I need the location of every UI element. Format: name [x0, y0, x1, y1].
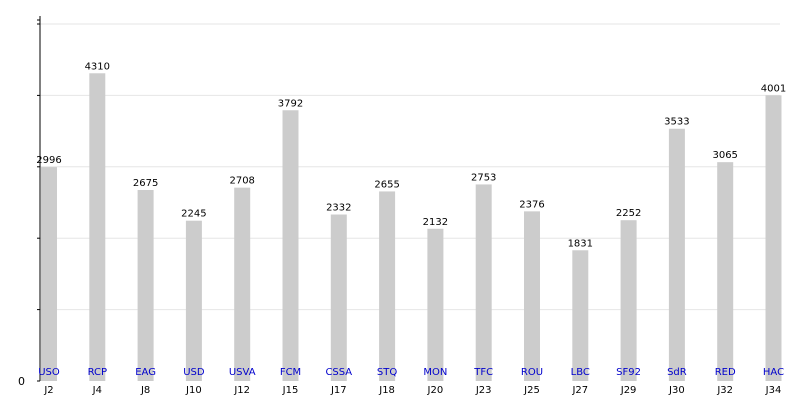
bar	[379, 191, 396, 381]
x-tick-label: J25	[523, 385, 540, 396]
bars	[41, 73, 782, 382]
data-label: 2245	[181, 209, 206, 220]
bar	[234, 187, 251, 381]
opponent-label: RCP	[88, 367, 107, 378]
opponent-label: SdR	[667, 367, 687, 378]
opponent-label: USO	[38, 367, 60, 378]
data-label: 2252	[616, 208, 641, 219]
bar	[330, 214, 347, 381]
x-tick-label: J18	[378, 385, 395, 396]
data-label: 2655	[374, 179, 399, 190]
bar	[41, 167, 57, 381]
bar	[620, 220, 637, 381]
opponent-label: RED	[715, 367, 736, 378]
data-label: 4310	[85, 61, 110, 72]
x-tick-label: J23	[475, 385, 492, 396]
data-label: 2132	[423, 217, 448, 228]
x-tick-label: J12	[233, 385, 250, 396]
opponent-label: USD	[183, 367, 205, 378]
bar	[282, 110, 299, 382]
data-label: 2753	[471, 172, 496, 183]
data-label: 2996	[36, 155, 61, 166]
opponent-label: EAG	[135, 367, 156, 378]
x-tick-label: J30	[668, 385, 685, 396]
x-tick-label: J27	[571, 385, 588, 396]
bar	[137, 190, 154, 381]
x-tick-labels: J2 J4 J8 J10 J12 J15 J17 J18 J20 J23 J25 J27 J29 J30 J…	[43, 385, 781, 396]
x-tick-label: J32	[716, 385, 733, 396]
bar	[765, 95, 782, 381]
opponent-label: ROU	[521, 367, 543, 378]
bar	[89, 73, 106, 382]
opponent-label: CSSA	[325, 367, 352, 378]
x-tick-label: J34	[765, 385, 782, 396]
opponent-label: USVA	[229, 367, 256, 378]
x-tick-label: J17	[330, 385, 347, 396]
data-labels: 2996 4310 2675 2245 2708 3792 2332 2655 2132 2753…	[36, 61, 786, 249]
data-label: 2675	[133, 178, 158, 189]
data-label: 3065	[712, 150, 737, 161]
x-tick-label: J4	[92, 385, 102, 396]
data-label: 4001	[761, 83, 786, 94]
data-label: 3533	[664, 117, 689, 128]
data-label: 1831	[568, 238, 593, 249]
bar	[717, 162, 734, 381]
x-tick-label: J15	[282, 385, 299, 396]
x-tick-label: J10	[185, 385, 202, 396]
bar	[185, 220, 202, 381]
data-label: 2376	[519, 199, 544, 210]
opponent-label: LBC	[571, 367, 590, 378]
bar	[475, 184, 492, 381]
opponent-label: STQ	[377, 367, 397, 378]
opponent-label: MON	[423, 367, 447, 378]
opponent-label: HAC	[763, 367, 784, 378]
bar	[427, 228, 444, 381]
data-label: 2332	[326, 202, 351, 213]
data-label: 3792	[278, 98, 303, 109]
gridlines	[40, 23, 780, 311]
x-tick-label: J29	[620, 385, 637, 396]
bar	[572, 250, 589, 381]
x-tick-label: J8	[140, 385, 150, 396]
y-tick-label: 0	[18, 375, 25, 388]
x-tick-label: J2	[43, 385, 53, 396]
bar	[668, 128, 685, 381]
opponent-labels: USO RCP EAG USD USVA FCM CSSA STQ MON TFC ROU LBC SF…	[38, 367, 784, 378]
data-label: 2708	[229, 176, 254, 187]
x-tick-label: J20	[427, 385, 444, 396]
opponent-label: SF92	[616, 367, 641, 378]
bar	[524, 211, 540, 381]
opponent-label: TFC	[473, 367, 493, 378]
opponent-label: FCM	[280, 367, 301, 378]
